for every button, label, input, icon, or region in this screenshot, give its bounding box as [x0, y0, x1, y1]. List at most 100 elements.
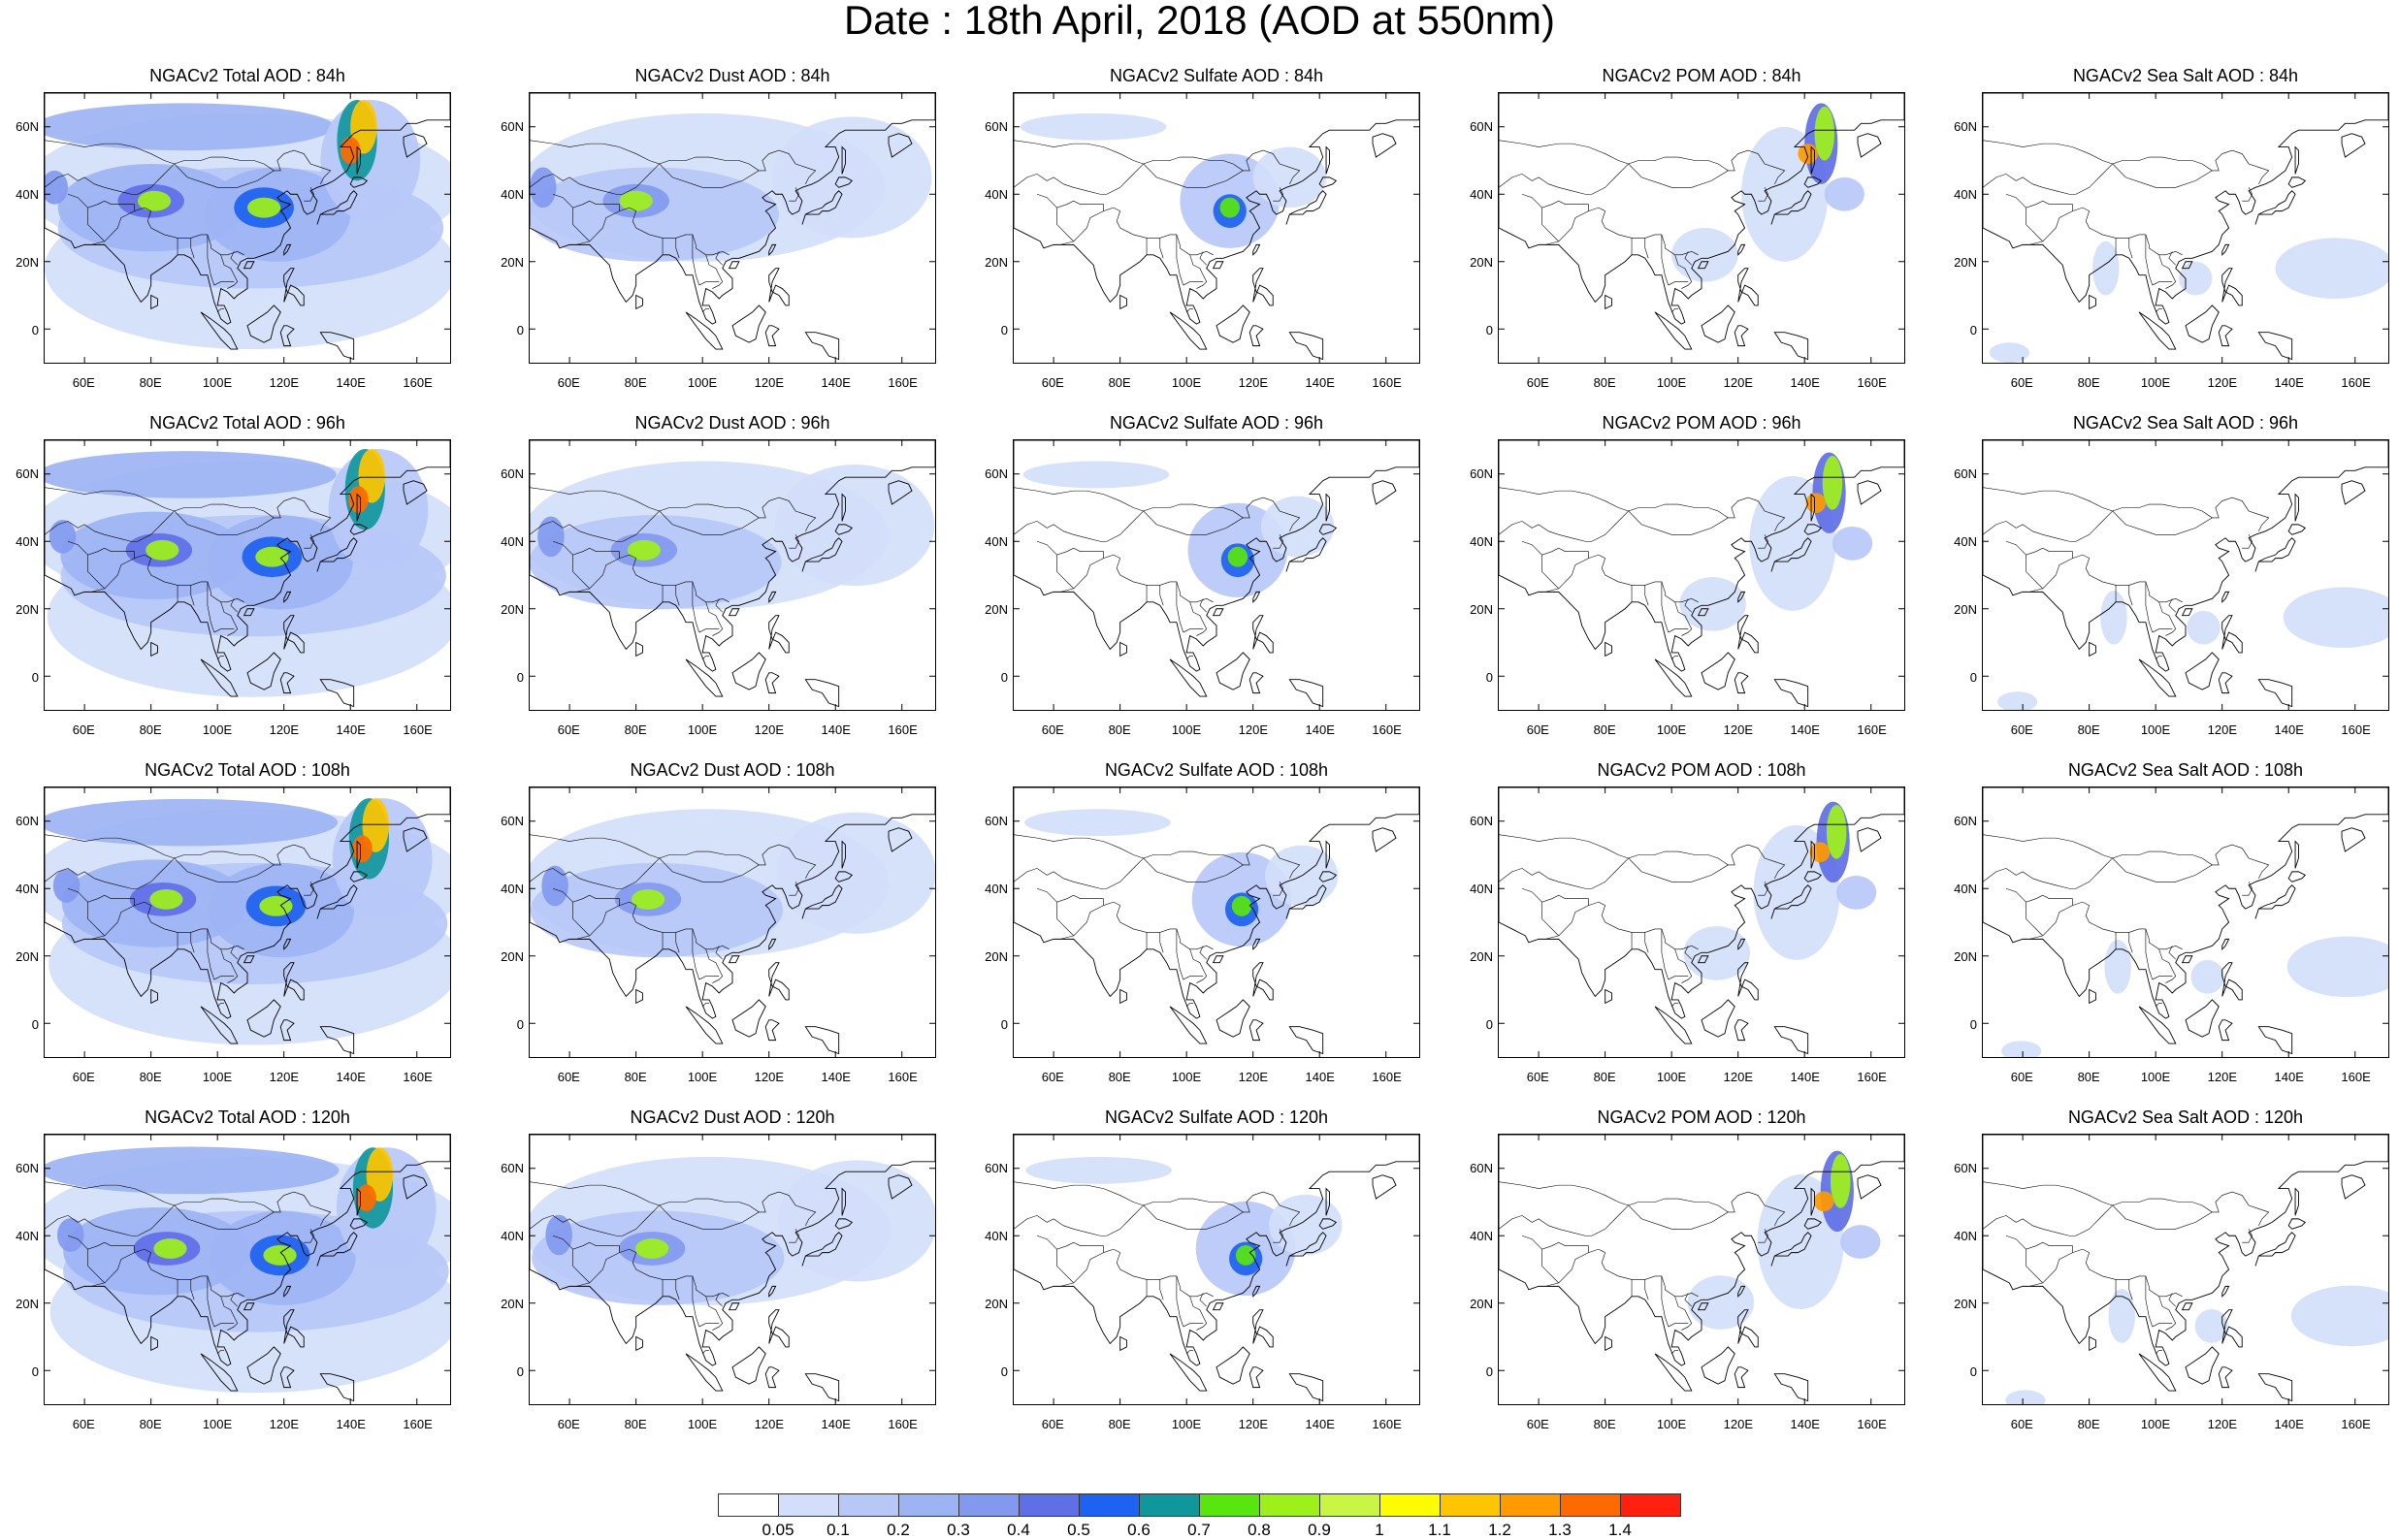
lon-tick-label: 160E	[888, 1417, 918, 1431]
country-border	[1983, 1181, 2113, 1206]
coastline	[1770, 884, 1812, 919]
coastline	[319, 332, 355, 361]
coastline	[764, 1019, 780, 1042]
aod-plume	[1231, 895, 1252, 916]
country-border	[715, 1293, 723, 1307]
map-panel: NGACv2 Sea Salt AOD : 108h 60N 40N 20N 0 60E 8…	[1938, 760, 2399, 1100]
aod-plume	[2108, 1289, 2135, 1343]
coastline	[1701, 999, 1735, 1038]
coastline	[2138, 1353, 2177, 1392]
coastline	[319, 1026, 355, 1055]
lat-tick-label: 0	[1000, 323, 1008, 337]
country-border	[1143, 857, 1244, 882]
map-panel: NGACv2 Total AOD : 120h 60N 40N 20N 0 60E 80E 1…	[0, 1107, 495, 1447]
lat-tick-label: 0	[1000, 1017, 1008, 1032]
colorbar-swatch	[1259, 1493, 1320, 1517]
coastline	[685, 311, 724, 350]
country-border	[692, 234, 700, 286]
coastline	[2138, 311, 2177, 350]
coastline	[635, 641, 643, 658]
coastline	[2221, 615, 2243, 654]
lat-tick-label: 40N	[501, 187, 524, 202]
coastline	[2257, 679, 2293, 708]
country-border	[1199, 251, 1207, 266]
country-border	[1176, 928, 1184, 980]
aod-plume	[1252, 146, 1327, 209]
coastline	[728, 1302, 740, 1311]
lon-tick-label: 160E	[1372, 1417, 1402, 1431]
coastline	[1288, 1026, 1324, 1055]
aod-map	[1014, 1135, 1419, 1404]
country-border	[1143, 1204, 1244, 1230]
aod-plume	[772, 116, 932, 239]
lon-tick-label: 160E	[403, 1070, 433, 1084]
coastline	[1212, 955, 1224, 964]
coastline	[731, 999, 766, 1038]
lon-tick-label: 80E	[139, 1070, 162, 1084]
lon-tick-label: 160E	[403, 375, 433, 390]
coastline	[1857, 827, 1882, 852]
country-border	[1499, 487, 1629, 512]
country-border	[692, 1275, 700, 1328]
country-border	[2005, 1235, 2073, 1250]
country-border	[2242, 882, 2253, 896]
lon-tick-label: 140E	[821, 1417, 851, 1431]
country-border	[2026, 555, 2044, 593]
coastlines	[530, 1135, 935, 1402]
coastline	[1773, 332, 1809, 361]
colorbar-label: 0.3	[947, 1521, 970, 1539]
map-frame	[44, 439, 451, 711]
coastline	[1654, 1006, 1693, 1044]
lon-tick-label: 100E	[1171, 375, 1202, 390]
aod-plume	[350, 99, 377, 154]
coastlines	[1499, 787, 1904, 1055]
country-border	[530, 844, 817, 889]
lon-tick-label: 120E	[1238, 1070, 1269, 1084]
coastlines	[1983, 1135, 2388, 1402]
coastline	[1770, 1232, 1812, 1267]
map-frame	[1982, 439, 2389, 711]
country-border	[701, 1003, 710, 1008]
country-border	[659, 510, 760, 535]
coastline	[1252, 1285, 1261, 1298]
country-border	[220, 948, 239, 983]
country-border	[304, 187, 314, 202]
colorbar-label: 1	[1375, 1521, 1384, 1539]
colorbar-label: 0.5	[1067, 1521, 1090, 1539]
lon-tick-label: 120E	[1723, 1070, 1754, 1084]
aod-plume	[777, 1160, 935, 1282]
aod-plume	[362, 798, 390, 852]
coastline	[1169, 1006, 1208, 1044]
aod-plume	[137, 190, 172, 211]
country-border	[2026, 902, 2044, 940]
lat-tick-label: 40N	[1470, 1229, 1493, 1243]
country-border	[1014, 149, 1301, 195]
coastline	[1770, 190, 1812, 225]
country-border	[1983, 1191, 2270, 1236]
lon-tick-label: 80E	[2077, 375, 2100, 390]
country-border	[1073, 554, 1214, 603]
aod-plume	[1989, 342, 2029, 363]
map-panel: NGACv2 Sulfate AOD : 96h 60N 40N 20N 0 60E 80E…	[969, 413, 1464, 753]
coastline	[2341, 1174, 2366, 1200]
aod-map	[1499, 440, 1904, 710]
coastline	[1252, 243, 1261, 256]
coastline	[804, 1373, 840, 1402]
country-border	[692, 581, 700, 633]
coastline	[1014, 1135, 1419, 1366]
coastline	[2181, 261, 2193, 270]
coastline	[731, 652, 766, 690]
country-border	[1684, 946, 1692, 960]
country-border	[1176, 1275, 1184, 1328]
coastline	[283, 615, 305, 654]
aod-field	[530, 1156, 935, 1305]
country-border	[87, 1249, 106, 1287]
country-borders	[45, 1181, 332, 1355]
lat-tick-label: 0	[1485, 670, 1493, 685]
aod-plume	[2187, 610, 2221, 645]
colorbar-swatch	[1199, 1493, 1260, 1517]
axis-ticks	[1983, 93, 2388, 363]
aod-plume	[2275, 238, 2388, 299]
aod-map	[1499, 93, 1904, 363]
lat-tick-label: 0	[1485, 1364, 1493, 1379]
